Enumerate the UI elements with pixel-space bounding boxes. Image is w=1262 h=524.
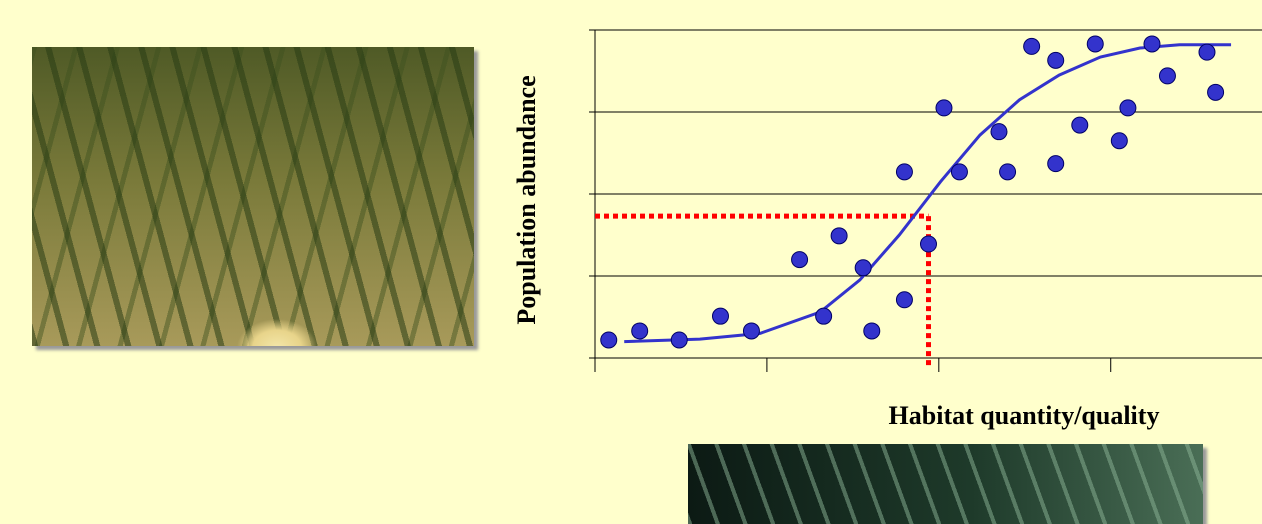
- data-point: [1048, 52, 1064, 68]
- data-point: [896, 292, 912, 308]
- data-point: [1000, 164, 1016, 180]
- data-point: [864, 323, 880, 339]
- data-point: [991, 124, 1007, 140]
- data-point: [1111, 133, 1127, 149]
- data-point: [1144, 36, 1160, 52]
- slide: Habitat quantity/quality Population abun…: [0, 0, 1262, 508]
- x-axis-label: Habitat quantity/quality: [889, 401, 1160, 430]
- data-point: [1120, 100, 1136, 116]
- data-point: [921, 236, 937, 252]
- data-point: [896, 164, 912, 180]
- data-point: [936, 100, 952, 116]
- data-point: [1072, 117, 1088, 133]
- data-point: [601, 332, 617, 348]
- chart: Habitat quantity/quality Population abun…: [0, 0, 1262, 508]
- data-point: [712, 308, 728, 324]
- y-axis-label: Population abundance: [512, 75, 541, 324]
- data-point: [792, 252, 808, 268]
- data-point: [831, 228, 847, 244]
- data-point: [671, 332, 687, 348]
- data-point: [1048, 156, 1064, 172]
- data-point: [816, 308, 832, 324]
- data-point: [855, 260, 871, 276]
- fit-curve: [624, 45, 1231, 342]
- data-point: [743, 323, 759, 339]
- data-point: [1087, 36, 1103, 52]
- data-point: [1024, 38, 1040, 54]
- data-point: [632, 323, 648, 339]
- data-point: [1159, 68, 1175, 84]
- data-point: [951, 164, 967, 180]
- data-point: [1199, 44, 1215, 60]
- data-point: [1208, 84, 1224, 100]
